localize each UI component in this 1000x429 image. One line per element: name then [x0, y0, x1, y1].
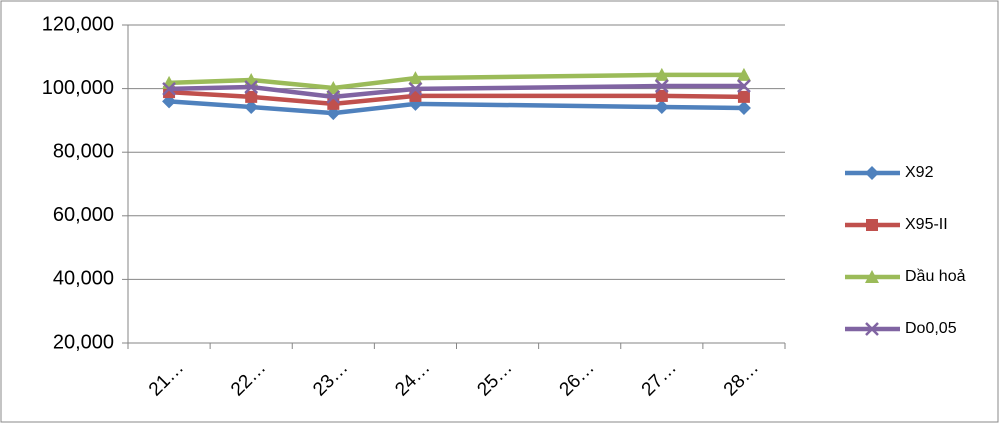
marker — [326, 80, 341, 94]
marker — [162, 82, 176, 96]
marker — [655, 89, 668, 102]
marker — [736, 67, 751, 81]
marker — [865, 322, 879, 336]
y-tick-label: 120,000 — [42, 13, 114, 35]
series-line — [169, 83, 744, 100]
y-tick-label: 40,000 — [53, 268, 114, 290]
marker — [244, 80, 259, 94]
marker — [408, 71, 423, 85]
marker — [326, 89, 341, 104]
marker — [244, 100, 259, 115]
series-line — [168, 72, 744, 91]
legend-label: Do0,05 — [905, 320, 957, 337]
marker — [654, 79, 669, 93]
marker — [737, 90, 750, 103]
legend-label: X95-II — [905, 216, 948, 233]
marker — [654, 67, 669, 81]
y-tick-label: 20,000 — [53, 331, 114, 353]
marker — [865, 166, 879, 180]
legend-label: X92 — [905, 164, 934, 181]
marker — [737, 79, 751, 93]
y-tick-label: 60,000 — [53, 204, 114, 226]
y-tick-label: 80,000 — [53, 140, 114, 162]
marker — [245, 90, 258, 103]
marker — [866, 219, 878, 231]
marker — [736, 100, 751, 115]
y-tick-label: 100,000 — [42, 77, 114, 99]
marker — [654, 100, 669, 115]
legend-label: Dầu hoả — [905, 268, 966, 285]
marker — [408, 82, 423, 96]
series-line — [168, 89, 744, 107]
marker — [865, 270, 879, 283]
series-line — [168, 99, 744, 116]
